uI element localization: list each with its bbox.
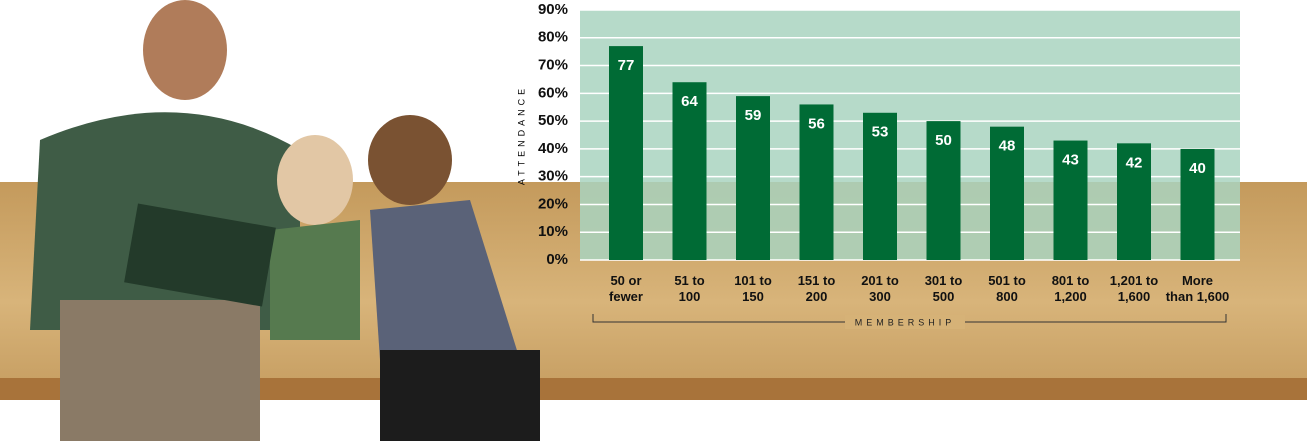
data-label: 40 [1189,160,1206,177]
data-label: 59 [745,107,762,124]
y-tick-label: 90% [538,1,568,18]
data-label: 48 [999,138,1016,155]
data-label: 43 [1062,152,1079,169]
y-tick-label: 10% [538,223,568,240]
data-label: 42 [1126,154,1143,171]
data-label: 53 [872,124,889,141]
y-tick-label: 20% [538,195,568,212]
bar [609,46,643,260]
y-tick-label: 30% [538,168,568,185]
y-tick-label: 40% [538,140,568,157]
page: ATTENDANCE 0% 10% 20% 30% 40% 50% 60% 70% 80% 90%… [0,0,1307,441]
y-tick-label: 50% [538,112,568,129]
y-tick-label: 0% [546,251,568,268]
y-tick-label: 60% [538,84,568,101]
y-axis-label: ATTENDANCE [516,85,526,185]
y-tick-label: 80% [538,29,568,46]
data-label: 56 [808,115,825,132]
x-tick-label: More than 1,600 [1158,273,1238,305]
x-axis-label: MEMBERSHIP [855,317,956,327]
data-label: 50 [935,132,952,149]
y-tick-label: 70% [538,57,568,74]
chart: ATTENDANCE 0% 10% 20% 30% 40% 50% 60% 70% 80% 90%… [0,0,1307,441]
data-label: 64 [681,93,698,110]
data-label: 77 [618,57,635,74]
